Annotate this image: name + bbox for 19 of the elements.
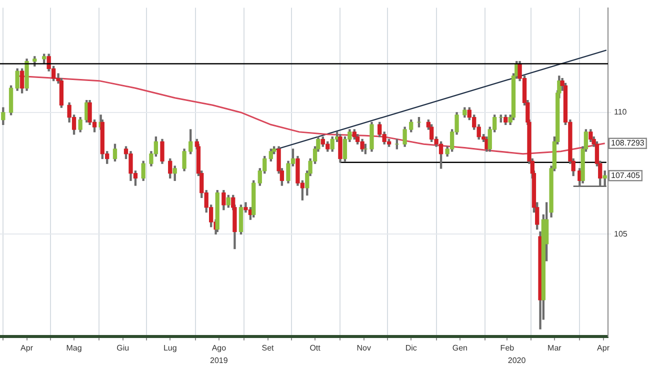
x-tick-label: Feb xyxy=(500,343,515,352)
y-tick-label: 110 xyxy=(614,108,628,117)
x-tick-label: Ago xyxy=(212,343,227,352)
x-tick-label: Nov xyxy=(356,343,371,352)
x-tick-label: Ott xyxy=(310,343,322,352)
x-tick-label: Dic xyxy=(405,343,417,352)
x-tick-label: Apr xyxy=(597,343,610,352)
x-tick-label: Mar xyxy=(548,343,562,352)
x-tick-label: Gen xyxy=(452,343,468,352)
x-tick-label: Giu xyxy=(116,343,130,352)
x-tick-label: Lug xyxy=(163,343,177,352)
x-tick-label: Mag xyxy=(66,343,82,352)
text: 2019 xyxy=(210,356,228,366)
x-tick-label: Apr xyxy=(20,343,34,352)
y-tick-label: 105 xyxy=(614,229,628,238)
annotation: 107.405 xyxy=(611,170,640,180)
x-tick-label: Set xyxy=(262,343,275,352)
annotation: 108.7293 xyxy=(611,138,645,148)
text: 2020 xyxy=(508,356,526,366)
